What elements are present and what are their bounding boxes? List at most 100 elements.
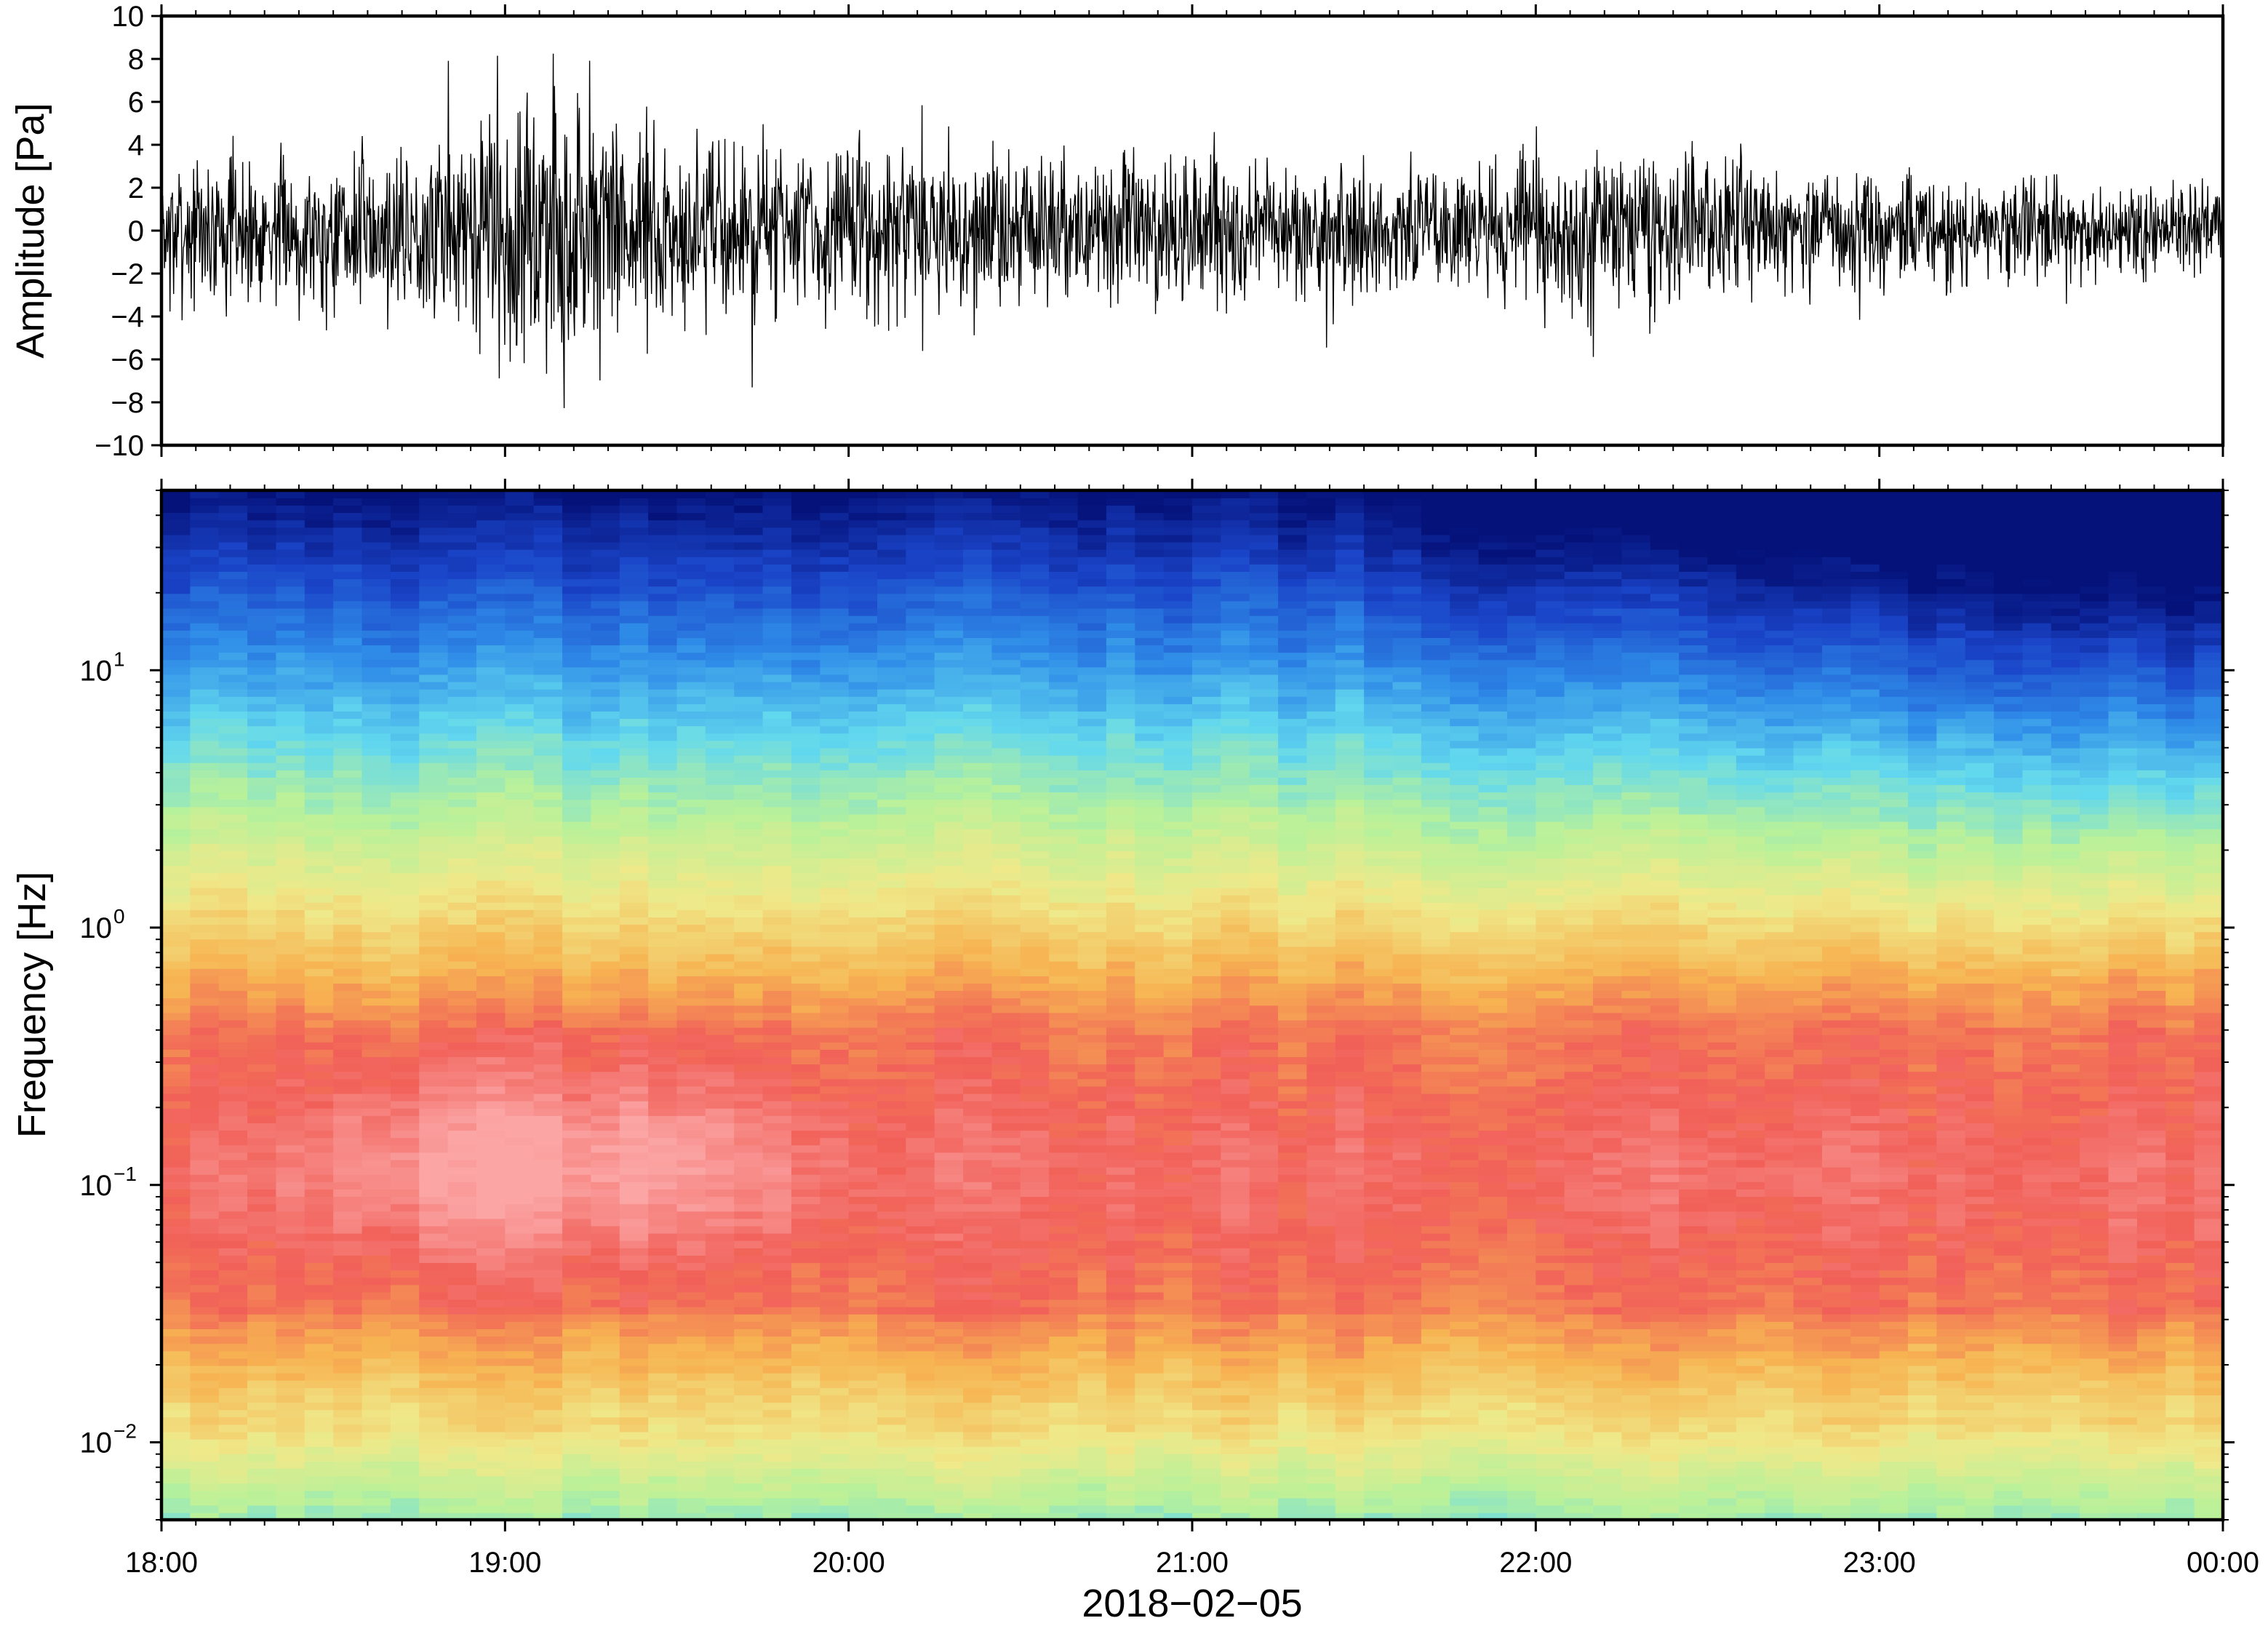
spectrogram-cell bbox=[820, 939, 849, 947]
spectrogram-cell bbox=[734, 1145, 763, 1153]
spectrogram-cell bbox=[791, 976, 820, 984]
spectrogram-cell bbox=[648, 718, 677, 726]
spectrogram-cell bbox=[276, 696, 305, 704]
spectrogram-cell bbox=[935, 755, 964, 763]
spectrogram-cell bbox=[534, 498, 563, 506]
spectrogram-cell bbox=[161, 1424, 191, 1432]
spectrogram-cell bbox=[505, 1056, 534, 1064]
spectrogram-cell bbox=[391, 1351, 420, 1359]
spectrogram-cell bbox=[219, 1321, 248, 1329]
spectrogram-cell bbox=[849, 630, 878, 638]
spectrogram-cell bbox=[391, 1402, 420, 1410]
spectrogram-cell bbox=[448, 1174, 477, 1182]
spectrogram-cell bbox=[190, 1387, 219, 1395]
spectrogram-cell bbox=[991, 1233, 1021, 1241]
spectrogram-cell bbox=[963, 888, 992, 896]
spectrogram-cell bbox=[963, 902, 992, 910]
spectrogram-cell bbox=[276, 909, 305, 917]
spectrogram-cell bbox=[333, 1160, 362, 1168]
spectrogram-cell bbox=[190, 990, 219, 998]
spectrogram-cell bbox=[219, 888, 248, 896]
spectrogram-cell bbox=[906, 1395, 935, 1403]
spectrogram-cell bbox=[1078, 498, 1107, 506]
spectrogram-cell bbox=[734, 888, 763, 896]
spectrogram-cell bbox=[734, 549, 763, 557]
spectrogram-cell bbox=[1021, 1336, 1050, 1344]
spectrogram-cell bbox=[820, 1321, 849, 1329]
spectrogram-cell bbox=[677, 954, 706, 962]
spectrogram-cell bbox=[620, 1035, 649, 1043]
spectrogram-cell bbox=[505, 1336, 534, 1344]
spectrogram-cell bbox=[247, 689, 276, 697]
spectrogram-cell bbox=[276, 601, 305, 609]
spectrogram-cell bbox=[991, 1505, 1021, 1513]
spectrogram-cell bbox=[476, 1064, 506, 1072]
spectrogram-cell bbox=[362, 1270, 391, 1278]
spectrogram-cell bbox=[534, 902, 563, 910]
spectrogram-cell bbox=[877, 1108, 906, 1116]
spectrogram-cell bbox=[734, 1101, 763, 1109]
spectrogram-cell bbox=[362, 608, 391, 616]
spectrogram-cell bbox=[305, 711, 334, 719]
spectrogram-cell bbox=[419, 954, 448, 962]
spectrogram-cell bbox=[505, 1505, 534, 1513]
spectrogram-cell bbox=[333, 1262, 362, 1270]
spectrogram-cell bbox=[1021, 535, 1050, 543]
spectrogram-cell bbox=[648, 946, 677, 955]
spectrogram-cell bbox=[219, 1314, 248, 1322]
spectrogram-cell bbox=[1049, 755, 1078, 763]
spectrogram-cell bbox=[963, 711, 992, 719]
spectrogram-cell bbox=[820, 931, 849, 939]
spectrogram-cell bbox=[190, 696, 219, 704]
spectrogram-cell bbox=[706, 990, 735, 998]
spectrogram-cell bbox=[963, 682, 992, 690]
spectrogram-cell bbox=[190, 674, 219, 682]
spectrogram-cell bbox=[1078, 1226, 1107, 1234]
spectrogram-cell bbox=[906, 762, 935, 770]
spectrogram-cell bbox=[419, 1255, 448, 1263]
spectrogram-cell bbox=[419, 1491, 448, 1499]
spectrogram-cell bbox=[791, 652, 820, 660]
spectrogram-cell bbox=[161, 1358, 191, 1366]
spectrogram-cell bbox=[448, 961, 477, 969]
spectrogram-cell bbox=[677, 711, 706, 719]
spectrogram-cell bbox=[906, 1262, 935, 1270]
spectrogram-cell bbox=[362, 1174, 391, 1182]
spectrogram-cell bbox=[734, 1137, 763, 1145]
spectrogram-cell bbox=[820, 1130, 849, 1138]
spectrogram-cell bbox=[391, 1307, 420, 1315]
spectrogram-cell bbox=[991, 674, 1021, 682]
spectrogram-cell bbox=[534, 931, 563, 939]
spectrogram-cell bbox=[1021, 1042, 1050, 1050]
spectrogram-cell bbox=[648, 725, 677, 733]
spectrogram-cell bbox=[448, 1395, 477, 1403]
spectrogram-cell bbox=[1078, 865, 1107, 873]
spectrogram-cell bbox=[219, 652, 248, 660]
spectrogram-cell bbox=[161, 1240, 191, 1248]
spectrogram-cell bbox=[935, 704, 964, 712]
spectrogram-cell bbox=[391, 836, 420, 844]
spectrogram-cell bbox=[991, 630, 1021, 638]
spectrogram-cell bbox=[362, 902, 391, 910]
spectrogram-cell bbox=[677, 961, 706, 969]
spectrogram-cell bbox=[247, 659, 276, 667]
spectrogram-cell bbox=[448, 784, 477, 792]
spectrogram-cell bbox=[706, 1013, 735, 1021]
spectrogram-cell bbox=[791, 748, 820, 756]
spectrogram-cell bbox=[333, 623, 362, 631]
spectrogram-cell bbox=[591, 637, 620, 645]
spectrogram-cell bbox=[935, 1145, 964, 1153]
spectrogram-cell bbox=[534, 630, 563, 638]
spectrogram-cell bbox=[820, 689, 849, 697]
spectrogram-cell bbox=[763, 983, 792, 991]
spectrogram-cell bbox=[706, 931, 735, 939]
waveform-y-tick-label: 0 bbox=[128, 215, 144, 247]
spectrogram-cell bbox=[333, 873, 362, 881]
spectrogram-cell bbox=[419, 1226, 448, 1234]
spectrogram-cell bbox=[620, 1108, 649, 1116]
spectrogram-cell bbox=[1106, 983, 1135, 991]
spectrogram-cell bbox=[448, 858, 477, 866]
spectrogram-cell bbox=[476, 1483, 506, 1491]
spectrogram-cell bbox=[534, 519, 563, 527]
spectrogram-cell bbox=[906, 829, 935, 837]
